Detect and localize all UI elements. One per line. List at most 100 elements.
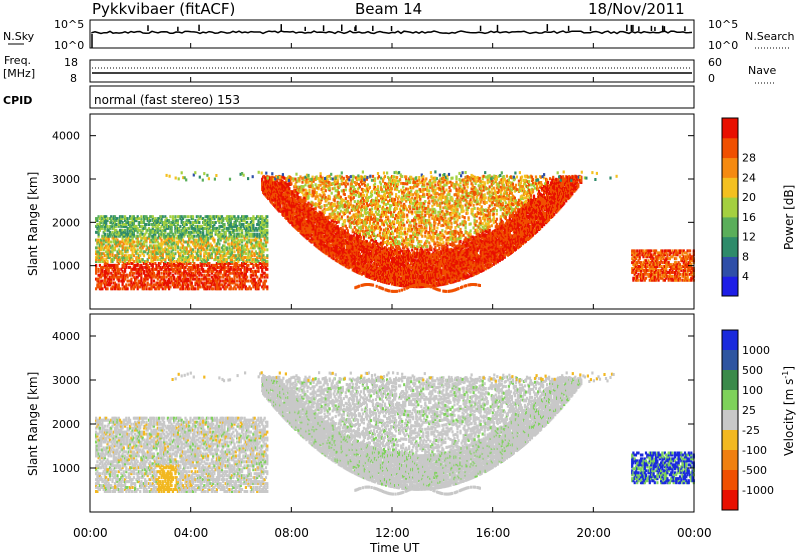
data-cell (323, 181, 326, 185)
data-cell (120, 273, 123, 277)
data-cell (234, 228, 237, 232)
data-cell (171, 232, 174, 236)
data-cell (117, 269, 120, 273)
data-cell (155, 256, 158, 260)
data-cell (252, 226, 255, 230)
data-cell (146, 263, 149, 267)
data-cell (101, 258, 104, 262)
data-cell (209, 265, 212, 269)
data-cell (121, 224, 124, 228)
data-cell (191, 273, 195, 277)
data-cell (141, 281, 144, 285)
data-cell (210, 232, 213, 236)
data-cell (111, 246, 114, 250)
data-cell (251, 246, 254, 250)
data-cell (208, 244, 211, 248)
data-cell (266, 262, 269, 265)
data-cell (127, 283, 130, 287)
data-cell (129, 240, 132, 244)
data-cell (159, 219, 162, 223)
data-cell (241, 265, 244, 269)
data-cell (218, 265, 221, 269)
data-cell (200, 277, 203, 281)
data-cell (222, 263, 225, 267)
data-cell (257, 287, 260, 291)
data-cell (204, 275, 207, 279)
data-cell (161, 281, 164, 285)
data-cell (95, 230, 98, 234)
data-cell (102, 281, 105, 285)
data-cell (239, 277, 242, 281)
data-cell (184, 221, 187, 224)
data-cell (185, 263, 188, 267)
data-cell (244, 279, 247, 283)
data-cell (197, 283, 200, 287)
data-cell (105, 275, 108, 279)
data-cell (270, 181, 273, 185)
data-cell (178, 226, 181, 230)
data-cell (154, 287, 157, 291)
data-cell (107, 238, 110, 242)
data-cell (176, 281, 179, 285)
data-cell (227, 219, 230, 223)
data-cell (214, 232, 217, 236)
data-cell (132, 267, 135, 271)
data-cell (150, 285, 153, 289)
data-cell (237, 242, 240, 246)
data-cell (174, 244, 177, 248)
data-cell (244, 260, 247, 263)
data-cell (242, 223, 245, 226)
data-cell (161, 277, 164, 281)
data-cell (253, 246, 256, 250)
data-cell (166, 238, 169, 242)
data-cell (203, 275, 206, 279)
data-cell (147, 256, 151, 260)
data-cell (207, 256, 210, 260)
data-cell (142, 219, 146, 223)
data-cell (139, 228, 142, 232)
data-cell (343, 219, 346, 222)
data-cell (131, 271, 134, 275)
data-cell (299, 175, 302, 179)
data-cell (131, 244, 134, 248)
data-cell (249, 238, 252, 242)
data-cell (243, 250, 246, 254)
data-cell (170, 275, 173, 279)
data-cell (225, 269, 229, 273)
data-cell (210, 234, 213, 238)
data-cell (244, 285, 247, 289)
data-cell (283, 176, 286, 180)
data-cell (237, 260, 240, 263)
data-cell (175, 281, 178, 285)
data-cell (193, 256, 196, 260)
data-cell (229, 234, 232, 238)
data-cell (135, 224, 138, 228)
data-cell (246, 260, 249, 263)
data-cell (147, 221, 151, 224)
data-cell (346, 229, 349, 233)
data-cell (342, 244, 345, 248)
data-cell (253, 228, 256, 232)
data-cell (200, 281, 203, 285)
data-cell (248, 228, 251, 232)
data-cell (239, 281, 242, 285)
data-cell (110, 263, 113, 267)
data-cell (101, 252, 104, 256)
data-cell (362, 202, 365, 206)
data-cell (170, 242, 173, 246)
data-cell (170, 240, 173, 244)
data-cell (324, 208, 327, 212)
data-cell (137, 279, 140, 283)
data-cell (203, 252, 206, 256)
data-cell (121, 240, 124, 244)
data-cell (207, 230, 210, 234)
data-cell (223, 283, 226, 287)
data-cell (134, 228, 137, 232)
data-cell (252, 224, 255, 228)
data-cell (251, 277, 254, 281)
data-cell (204, 219, 207, 223)
data-cell (152, 234, 156, 238)
data-cell (111, 244, 114, 248)
data-cell (106, 260, 109, 263)
data-cell (266, 236, 269, 240)
